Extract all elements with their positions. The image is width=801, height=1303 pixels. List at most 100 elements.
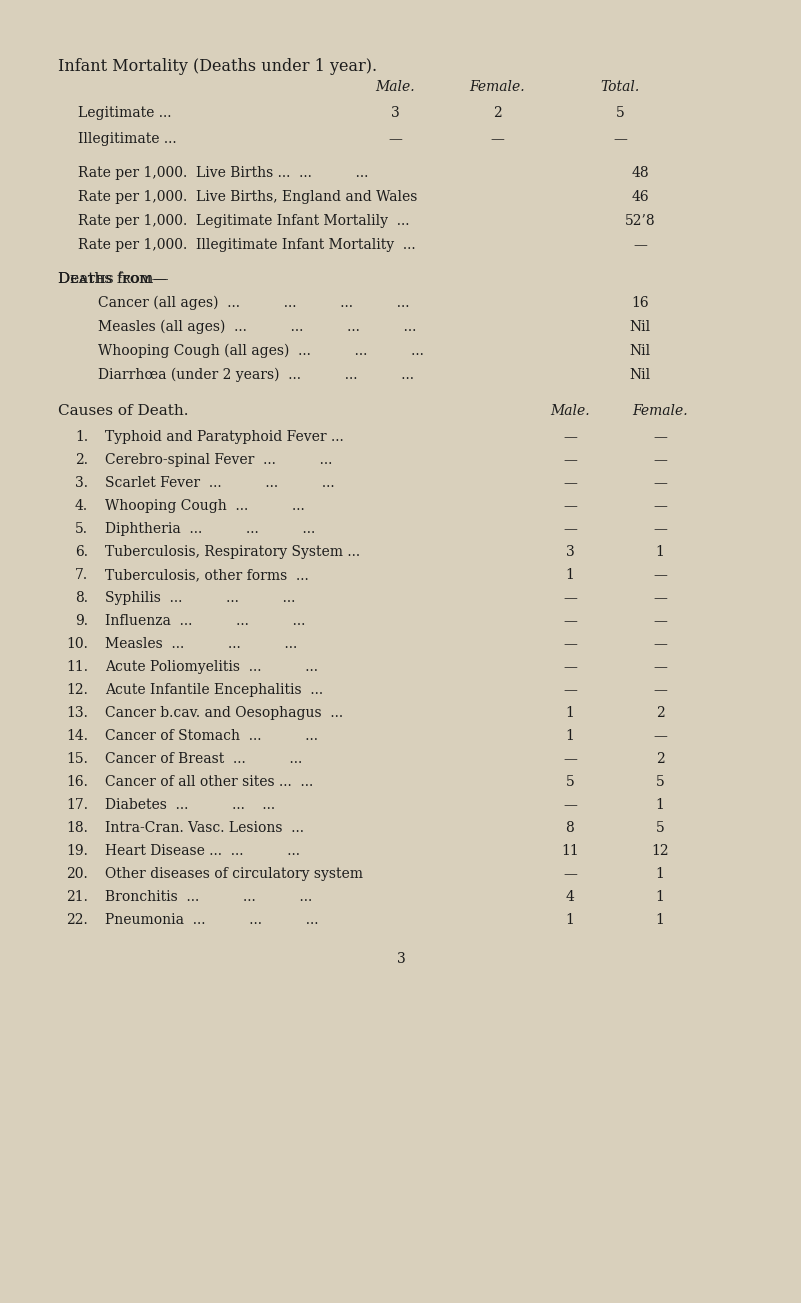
Text: Scarlet Fever  ...          ...          ...: Scarlet Fever ... ... ... [105, 476, 335, 490]
Text: Male.: Male. [550, 404, 590, 418]
Text: Male.: Male. [375, 79, 415, 94]
Text: 48: 48 [631, 165, 649, 180]
Text: Other diseases of circulatory system: Other diseases of circulatory system [105, 866, 363, 881]
Text: 3: 3 [566, 545, 574, 559]
Text: 46: 46 [631, 190, 649, 205]
Text: 2: 2 [656, 752, 664, 766]
Text: Cancer of Stomach  ...          ...: Cancer of Stomach ... ... [105, 728, 318, 743]
Text: —: — [613, 132, 627, 146]
Text: 3: 3 [396, 952, 405, 966]
Text: Nil: Nil [630, 367, 650, 382]
Text: Total.: Total. [601, 79, 640, 94]
Text: Deaths from—: Deaths from— [58, 272, 169, 285]
Text: 14.: 14. [66, 728, 88, 743]
Text: Influenza  ...          ...          ...: Influenza ... ... ... [105, 614, 305, 628]
Text: 19.: 19. [66, 844, 88, 857]
Text: Measles (all ages)  ...          ...          ...          ...: Measles (all ages) ... ... ... ... [98, 321, 417, 335]
Text: Cancer of Breast  ...          ...: Cancer of Breast ... ... [105, 752, 302, 766]
Text: —: — [563, 592, 577, 605]
Text: —: — [653, 430, 667, 444]
Text: 5: 5 [656, 775, 664, 790]
Text: Tuberculosis, Respiratory System ...: Tuberculosis, Respiratory System ... [105, 545, 360, 559]
Text: 6.: 6. [75, 545, 88, 559]
Text: Syphilis  ...          ...          ...: Syphilis ... ... ... [105, 592, 296, 605]
Text: 3: 3 [391, 106, 400, 120]
Text: Infant Mortality (Deaths under 1 year).: Infant Mortality (Deaths under 1 year). [58, 59, 377, 76]
Text: 5: 5 [656, 821, 664, 835]
Text: Heart Disease ...  ...          ...: Heart Disease ... ... ... [105, 844, 300, 857]
Text: Measles  ...          ...          ...: Measles ... ... ... [105, 637, 297, 652]
Text: Acute Poliomyelitis  ...          ...: Acute Poliomyelitis ... ... [105, 661, 318, 674]
Text: 18.: 18. [66, 821, 88, 835]
Text: 12: 12 [651, 844, 669, 857]
Text: —: — [653, 499, 667, 513]
Text: 4.: 4. [74, 499, 88, 513]
Text: Tuberculosis, other forms  ...: Tuberculosis, other forms ... [105, 568, 308, 582]
Text: 10.: 10. [66, 637, 88, 652]
Text: 1: 1 [655, 913, 665, 926]
Text: 5.: 5. [75, 523, 88, 536]
Text: —: — [563, 637, 577, 652]
Text: —: — [653, 683, 667, 697]
Text: Bronchitis  ...          ...          ...: Bronchitis ... ... ... [105, 890, 312, 904]
Text: Cancer b.cav. and Oesophagus  ...: Cancer b.cav. and Oesophagus ... [105, 706, 343, 721]
Text: Cerebro-spinal Fever  ...          ...: Cerebro-spinal Fever ... ... [105, 453, 332, 466]
Text: —: — [653, 592, 667, 605]
Text: 1: 1 [566, 706, 574, 721]
Text: 22.: 22. [66, 913, 88, 926]
Text: 11.: 11. [66, 661, 88, 674]
Text: 15.: 15. [66, 752, 88, 766]
Text: Nil: Nil [630, 321, 650, 334]
Text: 11: 11 [562, 844, 579, 857]
Text: 13.: 13. [66, 706, 88, 721]
Text: —: — [563, 752, 577, 766]
Text: —: — [653, 568, 667, 582]
Text: —: — [653, 453, 667, 466]
Text: Female.: Female. [632, 404, 688, 418]
Text: —: — [563, 683, 577, 697]
Text: —: — [563, 430, 577, 444]
Text: Nil: Nil [630, 344, 650, 358]
Text: 7.: 7. [74, 568, 88, 582]
Text: 21.: 21. [66, 890, 88, 904]
Text: 9.: 9. [75, 614, 88, 628]
Text: 1: 1 [655, 890, 665, 904]
Text: Legitimate ...: Legitimate ... [78, 106, 171, 120]
Text: Dᴇᴀᴛʜs ᶠʀᴏᴍ—: Dᴇᴀᴛʜs ᶠʀᴏᴍ— [58, 272, 167, 285]
Text: Pneumonia  ...          ...          ...: Pneumonia ... ... ... [105, 913, 319, 926]
Text: —: — [490, 132, 504, 146]
Text: —: — [563, 797, 577, 812]
Text: 1: 1 [566, 728, 574, 743]
Text: 17.: 17. [66, 797, 88, 812]
Text: —: — [633, 238, 647, 251]
Text: Whooping Cough  ...          ...: Whooping Cough ... ... [105, 499, 304, 513]
Text: Cancer of all other sites ...  ...: Cancer of all other sites ... ... [105, 775, 313, 790]
Text: —: — [563, 476, 577, 490]
Text: 1: 1 [655, 866, 665, 881]
Text: 20.: 20. [66, 866, 88, 881]
Text: —: — [563, 523, 577, 536]
Text: 3.: 3. [75, 476, 88, 490]
Text: —: — [653, 728, 667, 743]
Text: —: — [563, 614, 577, 628]
Text: 2: 2 [493, 106, 501, 120]
Text: 8: 8 [566, 821, 574, 835]
Text: Diabetes  ...          ...    ...: Diabetes ... ... ... [105, 797, 275, 812]
Text: 12.: 12. [66, 683, 88, 697]
Text: 16: 16 [631, 296, 649, 310]
Text: 1: 1 [655, 797, 665, 812]
Text: Causes of Death.: Causes of Death. [58, 404, 188, 418]
Text: 1: 1 [566, 568, 574, 582]
Text: —: — [563, 499, 577, 513]
Text: 8.: 8. [75, 592, 88, 605]
Text: Typhoid and Paratyphoid Fever ...: Typhoid and Paratyphoid Fever ... [105, 430, 344, 444]
Text: Rate per 1,000.  Illegitimate Infant Mortality  ...: Rate per 1,000. Illegitimate Infant Mort… [78, 238, 416, 251]
Text: —: — [563, 453, 577, 466]
Text: —: — [563, 661, 577, 674]
Text: Whooping Cough (all ages)  ...          ...          ...: Whooping Cough (all ages) ... ... ... [98, 344, 424, 358]
Text: Cancer (all ages)  ...          ...          ...          ...: Cancer (all ages) ... ... ... ... [98, 296, 409, 310]
Text: —: — [653, 637, 667, 652]
Text: Rate per 1,000.  Live Births, England and Wales: Rate per 1,000. Live Births, England and… [78, 190, 417, 205]
Text: Rate per 1,000.  Legitimate Infant Mortalily  ...: Rate per 1,000. Legitimate Infant Mortal… [78, 214, 409, 228]
Text: 1: 1 [655, 545, 665, 559]
